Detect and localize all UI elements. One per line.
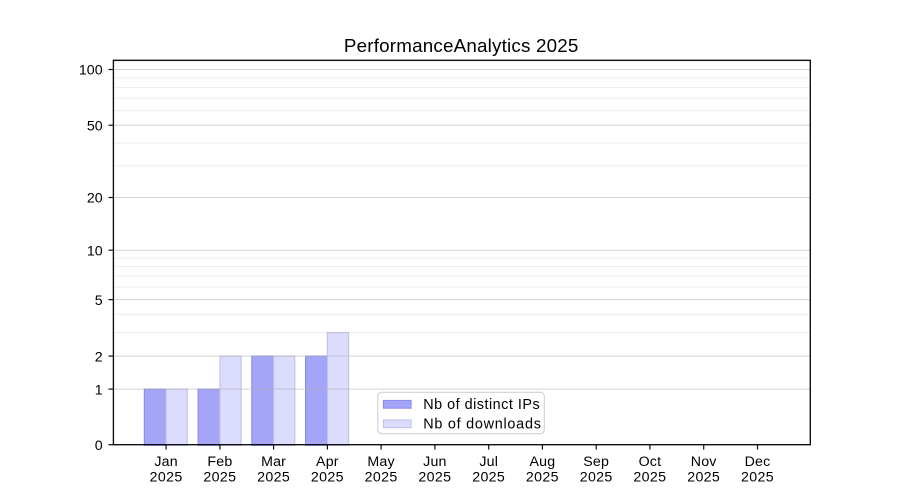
- svg-text:Oct: Oct: [639, 454, 662, 470]
- svg-text:2025: 2025: [257, 470, 290, 486]
- svg-text:50: 50: [87, 118, 103, 134]
- svg-text:Jun: Jun: [423, 454, 446, 470]
- svg-text:2025: 2025: [365, 470, 398, 486]
- svg-text:Jul: Jul: [479, 454, 498, 470]
- svg-text:2025: 2025: [311, 470, 344, 486]
- svg-text:PerformanceAnalytics 2025: PerformanceAnalytics 2025: [344, 35, 579, 56]
- svg-text:2025: 2025: [741, 470, 774, 486]
- svg-text:Dec: Dec: [745, 454, 771, 470]
- svg-text:100: 100: [79, 63, 103, 79]
- svg-text:2025: 2025: [472, 470, 505, 486]
- svg-text:0: 0: [95, 438, 103, 454]
- svg-text:20: 20: [87, 191, 103, 207]
- svg-text:1: 1: [95, 382, 103, 398]
- svg-text:2025: 2025: [418, 470, 451, 486]
- svg-text:Nov: Nov: [691, 454, 718, 470]
- svg-text:Jan: Jan: [154, 454, 177, 470]
- svg-text:Nb of distinct IPs: Nb of distinct IPs: [423, 397, 540, 413]
- svg-text:Apr: Apr: [316, 454, 339, 470]
- svg-text:2025: 2025: [633, 470, 666, 486]
- svg-text:May: May: [367, 454, 395, 470]
- svg-text:5: 5: [95, 293, 103, 309]
- svg-text:2025: 2025: [687, 470, 720, 486]
- svg-text:2: 2: [95, 349, 103, 365]
- svg-text:2025: 2025: [580, 470, 613, 486]
- svg-text:Aug: Aug: [529, 454, 555, 470]
- svg-text:2025: 2025: [526, 470, 559, 486]
- svg-text:Mar: Mar: [261, 454, 286, 470]
- svg-text:Sep: Sep: [583, 454, 609, 470]
- svg-text:Feb: Feb: [207, 454, 232, 470]
- svg-text:10: 10: [87, 243, 103, 259]
- svg-text:2025: 2025: [150, 470, 183, 486]
- svg-text:Nb of downloads: Nb of downloads: [423, 417, 541, 433]
- svg-text:2025: 2025: [203, 470, 236, 486]
